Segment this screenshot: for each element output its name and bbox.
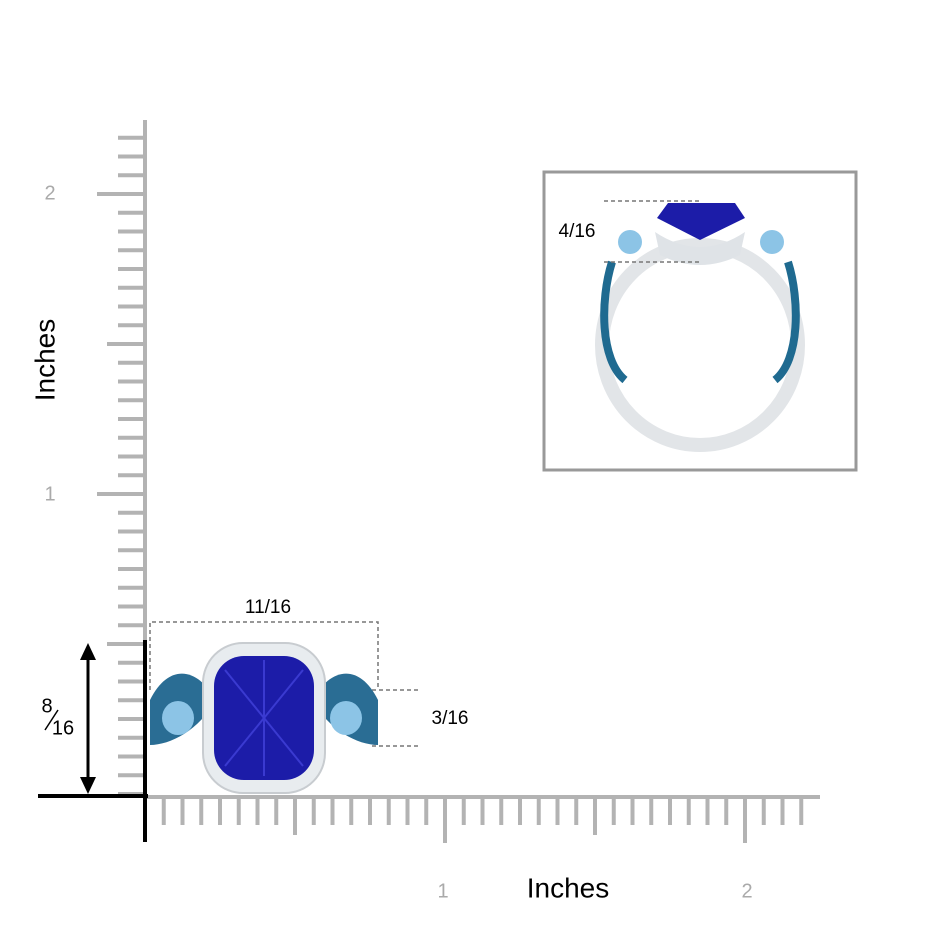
aquamarine bbox=[330, 701, 362, 735]
x-axis-label: Inches bbox=[527, 872, 610, 903]
ring-top-view bbox=[150, 642, 378, 794]
height-numerator: 8 bbox=[41, 695, 52, 717]
band-label: 3/16 bbox=[432, 708, 469, 729]
aquamarine bbox=[162, 701, 194, 735]
halo bbox=[655, 232, 745, 265]
facets bbox=[224, 660, 304, 776]
y-axis-label: Inches bbox=[29, 319, 60, 402]
y-tick-label: 2 bbox=[44, 182, 55, 204]
x-tick-label: 2 bbox=[741, 880, 752, 902]
arrow-head bbox=[80, 643, 96, 660]
x-tick-label: 1 bbox=[437, 880, 448, 902]
y-tick-label: 1 bbox=[44, 483, 55, 505]
height-denominator: 16 bbox=[52, 717, 74, 739]
side-stones bbox=[772, 260, 800, 384]
aquamarine bbox=[618, 230, 642, 254]
width-label: 11/16 bbox=[245, 597, 291, 618]
width-bracket bbox=[149, 621, 379, 690]
horizontal-ruler bbox=[145, 795, 820, 843]
center-gem bbox=[657, 203, 745, 240]
ring-band bbox=[595, 238, 805, 452]
fraction-slash bbox=[44, 709, 59, 731]
arrow-head bbox=[80, 777, 96, 794]
side-stones bbox=[600, 260, 628, 384]
ring-side-view bbox=[595, 203, 805, 452]
aquamarine bbox=[760, 230, 784, 254]
side-height-label: 4/16 bbox=[559, 221, 596, 242]
vertical-ruler bbox=[97, 120, 147, 796]
